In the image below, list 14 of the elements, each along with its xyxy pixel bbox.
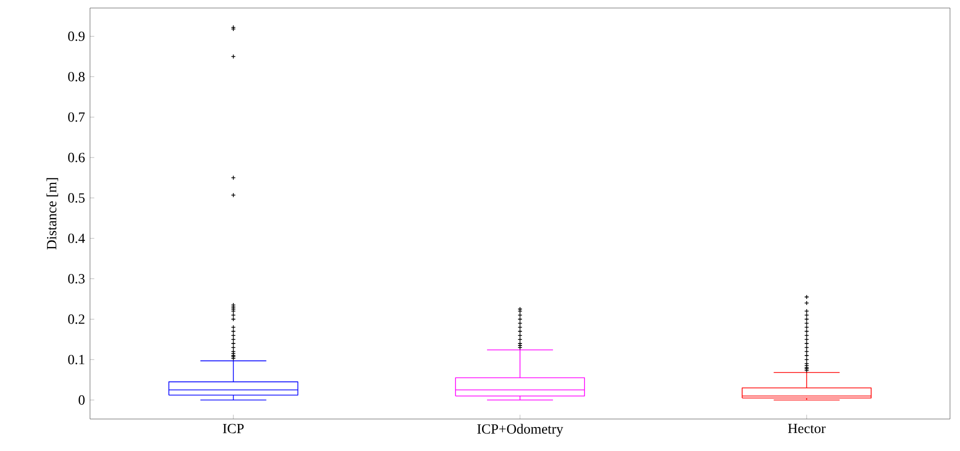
y-tick-label: 0.7: [68, 112, 85, 122]
y-axis-title: Distance [m]: [46, 178, 58, 250]
y-tick-label: 0.8: [68, 72, 85, 82]
x-tick-label: Hector: [788, 424, 826, 434]
y-tick-label: 0: [78, 395, 85, 405]
x-tick-label: ICP+Odometry: [477, 424, 564, 437]
y-tick-label: 0.1: [68, 354, 84, 364]
y-tick-label: 0.5: [68, 193, 85, 203]
y-tick-label: 0.4: [68, 234, 85, 244]
y-tick-label: 0.2: [68, 314, 84, 324]
y-tick-label: 0.9: [68, 32, 85, 42]
y-tick-label: 0.3: [68, 274, 85, 284]
x-tick-label: ICP: [222, 424, 244, 434]
y-tick-label: 0.6: [68, 152, 85, 162]
